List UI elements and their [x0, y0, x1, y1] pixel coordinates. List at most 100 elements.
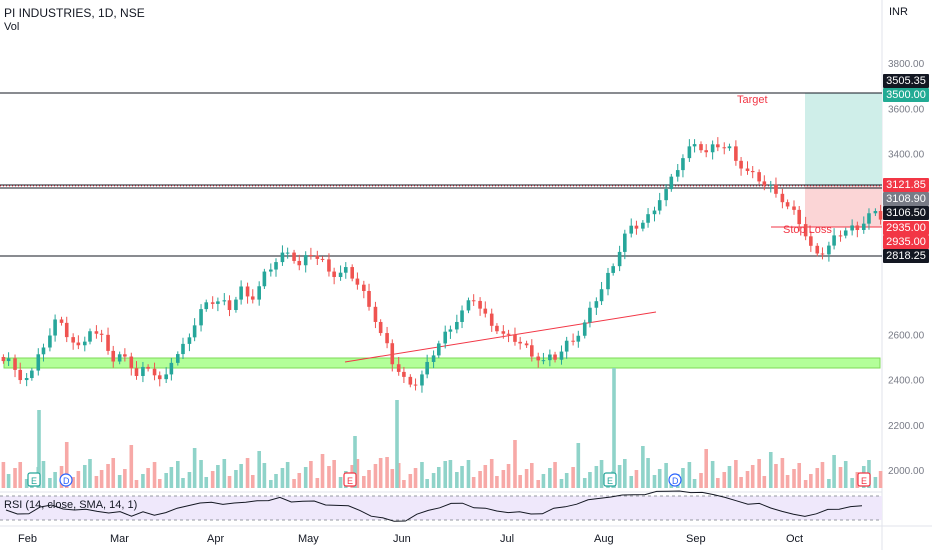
- candle-body[interactable]: [48, 335, 52, 348]
- candle-body[interactable]: [489, 313, 494, 326]
- candle-body[interactable]: [797, 209, 802, 225]
- price-tag-3106.50[interactable]: 3106.50: [883, 206, 929, 220]
- candle-body[interactable]: [24, 378, 29, 381]
- candle-body[interactable]: [192, 325, 197, 338]
- candle-body[interactable]: [13, 358, 17, 370]
- candle-body[interactable]: [641, 222, 645, 229]
- candle-body[interactable]: [204, 302, 209, 310]
- candle-body[interactable]: [239, 286, 243, 300]
- candle-body[interactable]: [169, 362, 174, 375]
- candle-body[interactable]: [250, 296, 255, 300]
- candle-body[interactable]: [757, 172, 761, 182]
- candle-body[interactable]: [838, 235, 843, 237]
- candle-body[interactable]: [350, 267, 354, 279]
- earnings-event-icon[interactable]: [343, 472, 357, 487]
- dividend-event-icon[interactable]: [668, 473, 682, 487]
- candle-body[interactable]: [234, 299, 238, 310]
- candle-body[interactable]: [343, 267, 348, 273]
- candle-body[interactable]: [420, 374, 424, 386]
- candle-body[interactable]: [164, 374, 168, 380]
- candle-body[interactable]: [553, 354, 557, 360]
- candle-body[interactable]: [739, 160, 743, 169]
- candle-body[interactable]: [571, 340, 575, 342]
- candle-body[interactable]: [378, 321, 383, 334]
- candle-body[interactable]: [501, 331, 506, 334]
- candle-body[interactable]: [280, 252, 285, 263]
- candle-body[interactable]: [327, 259, 331, 272]
- candle-body[interactable]: [257, 286, 261, 300]
- candle-body[interactable]: [53, 319, 57, 336]
- candle-body[interactable]: [699, 144, 703, 151]
- candle-body[interactable]: [216, 301, 220, 304]
- candle-body[interactable]: [722, 147, 727, 149]
- candle-body[interactable]: [402, 371, 406, 377]
- candle-body[interactable]: [762, 181, 767, 186]
- candle-body[interactable]: [471, 300, 476, 302]
- candle-body[interactable]: [367, 291, 371, 307]
- price-tag-2935.00[interactable]: 2935.00: [883, 235, 929, 249]
- candle-body[interactable]: [285, 252, 290, 254]
- candle-body[interactable]: [320, 258, 325, 260]
- candle-body[interactable]: [861, 223, 866, 230]
- candle-body[interactable]: [623, 233, 627, 252]
- candle-body[interactable]: [157, 375, 162, 380]
- candle-body[interactable]: [413, 384, 418, 386]
- dividend-event-icon[interactable]: [59, 473, 73, 487]
- candle-body[interactable]: [548, 354, 552, 361]
- candle-body[interactable]: [704, 150, 708, 153]
- candle-body[interactable]: [518, 341, 522, 344]
- candle-body[interactable]: [681, 158, 685, 171]
- candle-body[interactable]: [675, 170, 680, 177]
- candle-body[interactable]: [664, 189, 668, 201]
- candle-body[interactable]: [745, 168, 750, 172]
- candle-body[interactable]: [820, 253, 825, 255]
- candle-body[interactable]: [478, 300, 482, 309]
- candle-body[interactable]: [692, 144, 697, 147]
- candle-body[interactable]: [199, 309, 203, 326]
- candle-body[interactable]: [117, 354, 122, 362]
- candle-body[interactable]: [710, 144, 715, 153]
- candle-body[interactable]: [460, 310, 464, 322]
- target-zone[interactable]: [805, 93, 882, 186]
- candle-body[interactable]: [269, 269, 273, 272]
- candle-body[interactable]: [1, 357, 6, 362]
- candle-body[interactable]: [582, 322, 587, 336]
- candle-body[interactable]: [495, 325, 499, 332]
- candle-body[interactable]: [785, 202, 790, 207]
- earnings-event-icon[interactable]: [603, 472, 617, 487]
- candle-body[interactable]: [734, 146, 738, 161]
- candle-body[interactable]: [111, 350, 116, 362]
- candle-body[interactable]: [64, 322, 69, 338]
- candle-body[interactable]: [827, 245, 831, 255]
- candle-body[interactable]: [59, 319, 64, 323]
- candle-body[interactable]: [599, 289, 604, 302]
- candle-body[interactable]: [832, 235, 836, 246]
- candle-body[interactable]: [524, 343, 529, 346]
- candle-body[interactable]: [88, 331, 92, 342]
- candle-body[interactable]: [106, 334, 110, 351]
- candle-body[interactable]: [94, 331, 99, 334]
- candle-body[interactable]: [629, 225, 634, 234]
- candle-body[interactable]: [431, 355, 436, 362]
- candle-body[interactable]: [41, 347, 46, 355]
- candle-body[interactable]: [152, 368, 157, 376]
- rsi-label[interactable]: RSI (14, close, SMA, 14, 1): [4, 499, 138, 511]
- candle-body[interactable]: [657, 200, 662, 211]
- candle-body[interactable]: [541, 360, 546, 362]
- candle-body[interactable]: [134, 368, 139, 376]
- price-tag-3500.00[interactable]: 3500.00: [883, 88, 929, 102]
- trendline[interactable]: [344, 311, 657, 363]
- candle-body[interactable]: [850, 225, 854, 231]
- candle-body[interactable]: [611, 266, 615, 273]
- candle-body[interactable]: [815, 245, 820, 254]
- candle-body[interactable]: [564, 340, 569, 352]
- candle-body[interactable]: [36, 354, 41, 371]
- candle-body[interactable]: [129, 356, 134, 369]
- candle-body[interactable]: [315, 255, 320, 259]
- candle-body[interactable]: [309, 255, 313, 257]
- candle-body[interactable]: [536, 356, 541, 361]
- candle-body[interactable]: [768, 184, 773, 186]
- candle-body[interactable]: [245, 286, 250, 297]
- candle-body[interactable]: [396, 364, 401, 372]
